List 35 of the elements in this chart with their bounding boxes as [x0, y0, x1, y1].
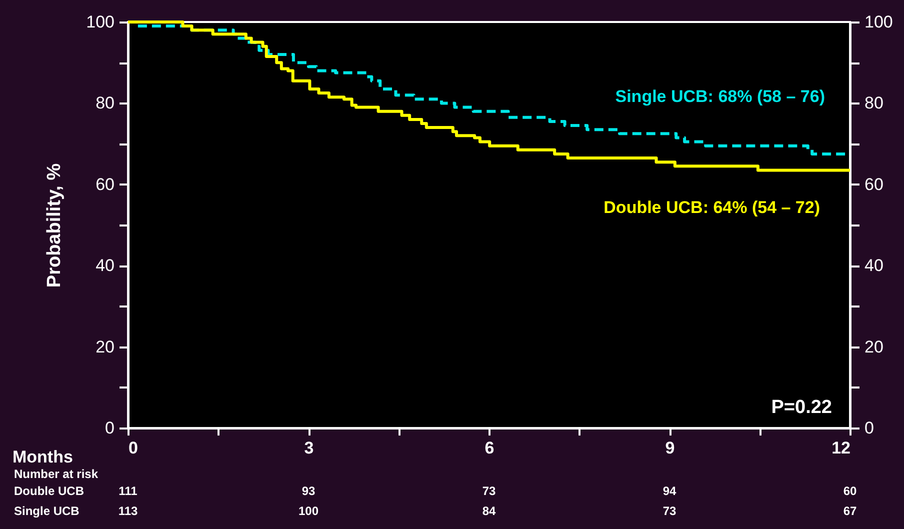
text: 60: [843, 484, 857, 498]
x-tick-label: 12: [832, 438, 850, 458]
text: 73: [662, 504, 676, 518]
y-tick-label: 80: [96, 94, 114, 113]
y2-tick-label: 0: [864, 418, 874, 438]
text: 84: [482, 504, 496, 518]
text: 73: [482, 484, 496, 498]
y-tick-label: 20: [96, 337, 114, 356]
y2-tick-label: 60: [864, 174, 884, 194]
annotation: P=0.22: [771, 397, 832, 418]
text: 67: [843, 504, 857, 518]
text: Single UCB: [14, 504, 80, 518]
text: Double UCB: [14, 484, 84, 498]
y2-tick-label: 40: [864, 256, 884, 276]
annotation: Single UCB: 68% (58 – 76): [615, 87, 825, 106]
x-tick-label: 3: [304, 438, 314, 458]
text: 111: [118, 484, 138, 498]
x-tick-label: 9: [665, 438, 675, 458]
text: 100: [298, 504, 319, 518]
y-tick-label: 40: [96, 256, 114, 276]
text: 94: [662, 484, 676, 498]
y2-tick-label: 80: [864, 94, 884, 113]
y-axis-title: Probability, %: [44, 163, 66, 288]
y2-tick-label: 20: [864, 337, 884, 356]
x-tick-label: 0: [128, 438, 138, 458]
text: Number at risk: [14, 467, 98, 481]
y-tick-label: 100: [86, 12, 114, 32]
x-tick-label: 6: [484, 438, 494, 458]
text: 113: [118, 504, 138, 518]
text: 93: [302, 484, 316, 498]
y-tick-label: 60: [96, 174, 114, 194]
y-tick-label: 0: [105, 418, 114, 438]
y2-tick-label: 100: [864, 12, 893, 32]
annotation: Double UCB: 64% (54 – 72): [604, 198, 820, 217]
x-axis-title: Months: [12, 448, 73, 466]
